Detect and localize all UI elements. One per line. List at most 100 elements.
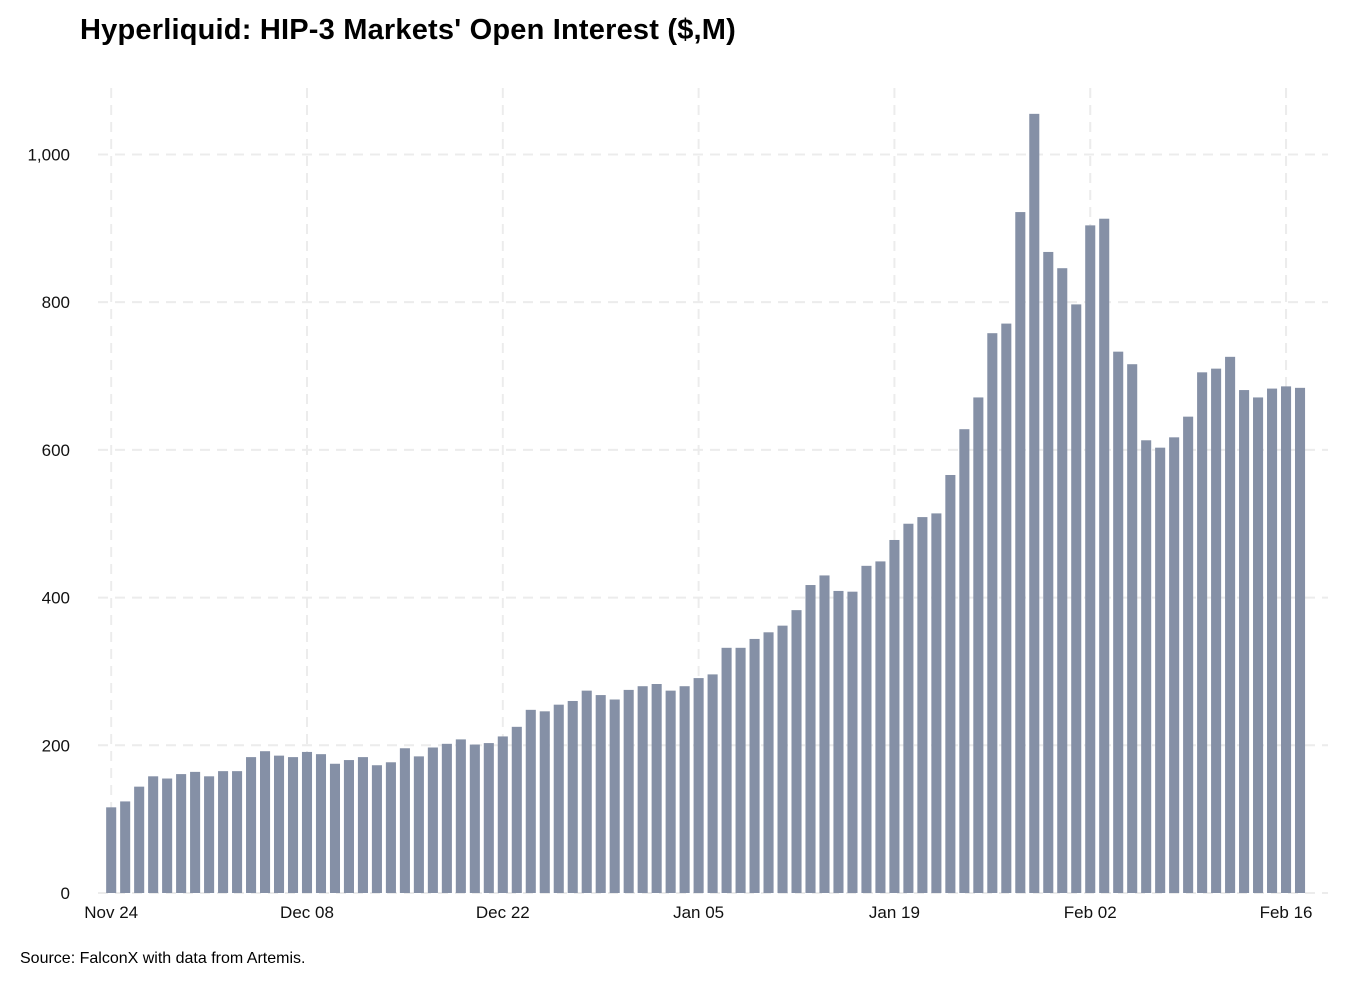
bar	[218, 771, 229, 893]
bar	[120, 801, 131, 893]
bar	[1169, 437, 1180, 893]
bar	[525, 709, 536, 893]
bar	[1155, 447, 1166, 893]
bar	[567, 700, 578, 893]
source-note: Source: FalconX with data from Artemis.	[20, 950, 306, 967]
bar	[273, 755, 285, 893]
bar	[595, 695, 606, 893]
bar	[1253, 397, 1264, 893]
bar	[1029, 113, 1040, 894]
bar	[791, 610, 802, 893]
bar	[1127, 364, 1138, 894]
bar	[679, 686, 690, 893]
bar	[134, 786, 145, 893]
bar	[665, 690, 676, 893]
bar	[637, 686, 648, 893]
bar	[1267, 388, 1278, 893]
bar	[1071, 304, 1082, 893]
bar	[1141, 440, 1152, 893]
bar	[777, 625, 788, 893]
bar	[693, 678, 704, 893]
bar	[371, 765, 382, 893]
x-tick-label: Jan 05	[673, 903, 724, 922]
x-tick-label: Jan 19	[869, 903, 920, 922]
bar	[106, 807, 117, 893]
bar	[1099, 218, 1110, 894]
y-tick-label: 0	[61, 884, 70, 903]
bar	[469, 744, 480, 893]
bar	[246, 757, 257, 893]
bar	[287, 757, 299, 893]
x-axis: Nov 24 Dec 08 Dec 22 Jan 05 Jan 19 Feb 02 Feb …	[84, 903, 1312, 922]
bar	[735, 647, 746, 893]
chart-title: Hyperliquid: HIP-3 Markets' Open Interes…	[80, 14, 737, 46]
bar	[1043, 251, 1054, 893]
y-axis: 0 200 400 600 800 1,000	[27, 145, 70, 903]
bar	[148, 776, 159, 893]
bar	[1015, 212, 1026, 893]
y-tick-label: 1,000	[27, 145, 70, 164]
bar	[987, 333, 998, 893]
bar	[511, 726, 522, 893]
bar	[763, 632, 774, 893]
bar	[441, 743, 452, 893]
bar	[260, 751, 271, 893]
y-tick-label: 600	[42, 441, 70, 460]
bar	[833, 590, 844, 893]
bar	[931, 513, 942, 893]
bar	[162, 778, 173, 893]
bar	[315, 754, 327, 893]
bar	[1085, 225, 1096, 893]
bar	[343, 760, 354, 893]
x-tick-label: Feb 02	[1064, 903, 1117, 922]
bar	[707, 674, 718, 893]
bar	[232, 771, 243, 893]
bar	[847, 591, 858, 893]
y-tick-label: 400	[42, 589, 70, 608]
bar	[749, 638, 760, 893]
bar	[1057, 268, 1068, 893]
bar	[1211, 368, 1222, 893]
bar	[1183, 416, 1194, 893]
bar	[1225, 356, 1236, 894]
bar	[609, 699, 620, 893]
x-tick-label: Dec 08	[280, 903, 334, 922]
y-tick-label: 200	[42, 736, 70, 755]
bar	[861, 565, 872, 893]
bar	[819, 575, 830, 893]
bar	[455, 739, 466, 893]
bar-series	[106, 113, 1306, 894]
bar	[1239, 390, 1250, 893]
bar	[1294, 387, 1306, 893]
bar	[875, 561, 886, 893]
bar	[917, 517, 928, 893]
bar	[385, 762, 396, 893]
bar	[427, 747, 438, 893]
bar	[190, 771, 201, 893]
x-tick-label: Feb 16	[1260, 903, 1313, 922]
bar	[805, 585, 816, 893]
x-tick-label: Nov 24	[84, 903, 138, 922]
bar	[553, 704, 564, 893]
bar	[973, 397, 984, 893]
bar	[1113, 351, 1124, 893]
bar	[497, 736, 508, 893]
bar	[483, 743, 494, 893]
bar	[945, 474, 956, 893]
bar	[959, 429, 970, 893]
bar	[204, 776, 215, 893]
bar	[889, 539, 900, 893]
y-tick-label: 800	[42, 293, 70, 312]
bar	[1001, 323, 1012, 894]
bar	[651, 684, 662, 893]
bar	[539, 711, 550, 893]
bar	[399, 748, 410, 893]
bar	[903, 523, 914, 893]
bar	[176, 774, 187, 893]
bar	[413, 756, 424, 893]
bar	[721, 647, 732, 893]
bar	[357, 757, 368, 893]
bar	[301, 751, 313, 893]
bar	[1197, 372, 1208, 894]
